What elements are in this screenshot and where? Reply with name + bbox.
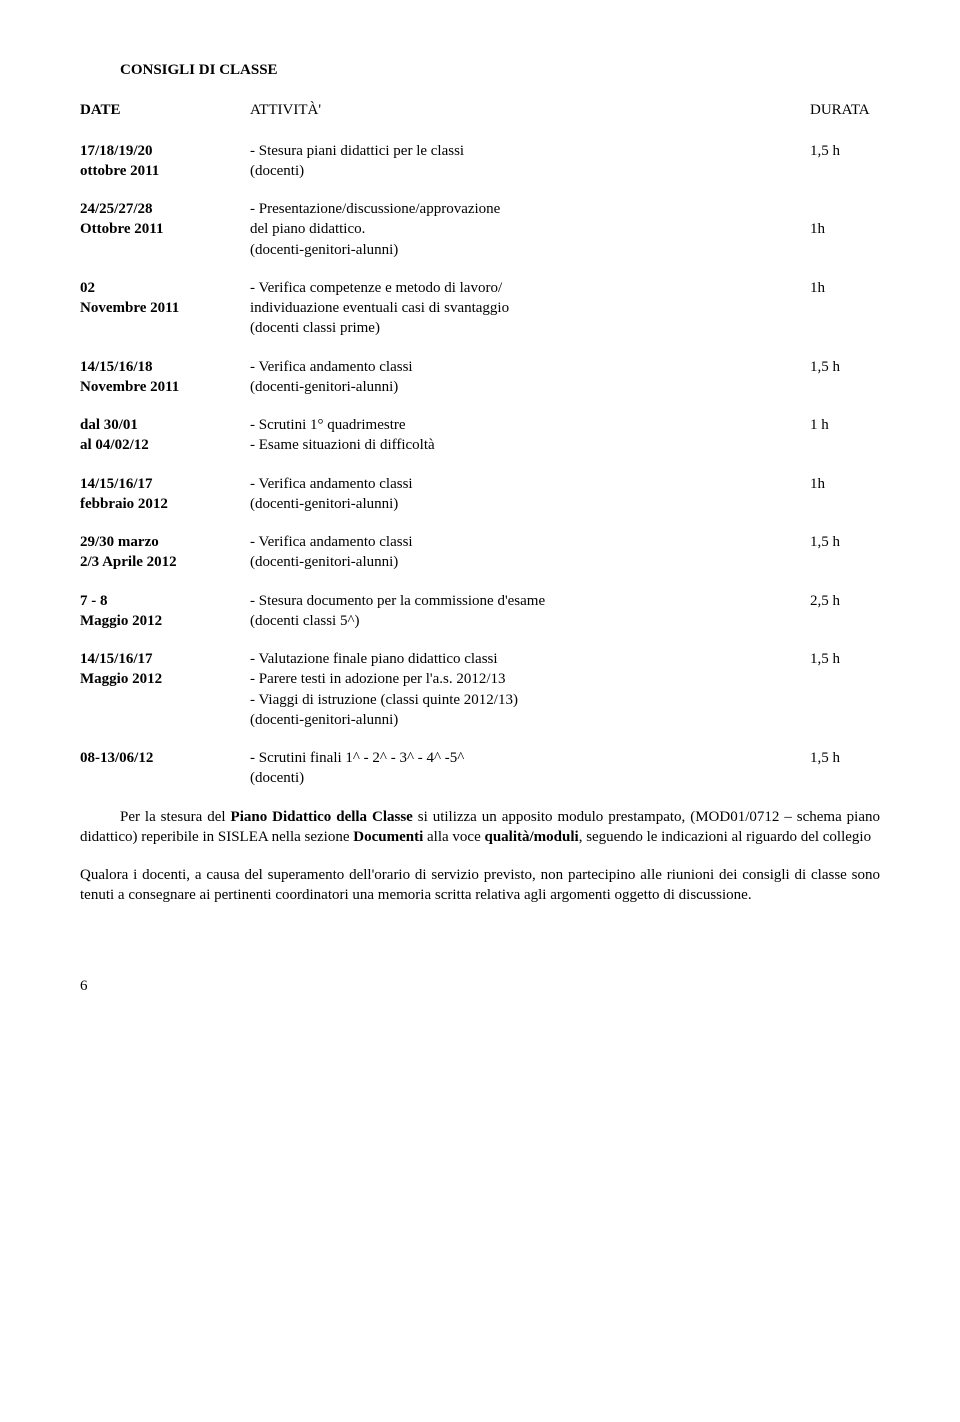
- table-row: 14/15/16/17 Maggio 2012 - Valutazione fi…: [80, 649, 880, 730]
- table-row: dal 30/01 al 04/02/12 - Scrutini 1° quad…: [80, 415, 880, 456]
- page-number: 6: [80, 976, 880, 996]
- activity-line: - Parere testi in adozione per l'a.s. 20…: [250, 669, 790, 689]
- activity-line: (docenti-genitori-alunni): [250, 710, 790, 730]
- date-line: 14/15/16/17: [80, 649, 250, 669]
- date-line: 2/3 Aprile 2012: [80, 552, 250, 572]
- activity-line: - Valutazione finale piano didattico cla…: [250, 649, 790, 669]
- table-row: 29/30 marzo 2/3 Aprile 2012 - Verifica a…: [80, 532, 880, 573]
- duration-line: 1h: [810, 278, 880, 298]
- page-title: CONSIGLI DI CLASSE: [120, 60, 880, 80]
- p1-post: , seguendo le indicazioni al riguardo de…: [579, 829, 871, 845]
- activity-line: - Verifica andamento classi: [250, 357, 790, 377]
- date-line: 29/30 marzo: [80, 532, 250, 552]
- date-line: Maggio 2012: [80, 669, 250, 689]
- activity-line: (docenti): [250, 768, 790, 788]
- paragraph-1: Per la stesura del Piano Didattico della…: [80, 807, 880, 848]
- p1-b3: qualità/moduli: [484, 829, 578, 845]
- date-line: febbraio 2012: [80, 494, 250, 514]
- table-row: 08-13/06/12 - Scrutini finali 1^ - 2^ - …: [80, 748, 880, 789]
- activity-line: - Verifica andamento classi: [250, 532, 790, 552]
- duration-line: [810, 199, 880, 219]
- table-header: DATE ATTIVITÀ' DURATA: [80, 100, 880, 120]
- date-line: 08-13/06/12: [80, 748, 250, 768]
- date-line: 24/25/27/28: [80, 199, 250, 219]
- p1-b1: Piano Didattico della Classe: [231, 809, 413, 825]
- activity-line: - Presentazione/discussione/approvazione: [250, 199, 790, 219]
- duration-line: 1,5 h: [810, 748, 880, 768]
- table-row: 7 - 8 Maggio 2012 - Stesura documento pe…: [80, 591, 880, 632]
- table-row: 17/18/19/20 ottobre 2011 - Stesura piani…: [80, 141, 880, 182]
- activity-line: (docenti-genitori-alunni): [250, 377, 790, 397]
- date-line: Maggio 2012: [80, 611, 250, 631]
- date-line: 7 - 8: [80, 591, 250, 611]
- date-line: 17/18/19/20: [80, 141, 250, 161]
- table-row: 24/25/27/28 Ottobre 2011 - Presentazione…: [80, 199, 880, 260]
- table-row: 02 Novembre 2011 - Verifica competenze e…: [80, 278, 880, 339]
- duration-line: 2,5 h: [810, 591, 880, 611]
- activity-line: - Esame situazioni di difficoltà: [250, 435, 790, 455]
- header-activity: ATTIVITÀ': [250, 100, 810, 120]
- table-row: 14/15/16/18 Novembre 2011 - Verifica and…: [80, 357, 880, 398]
- activity-line: (docenti): [250, 161, 790, 181]
- date-line: Ottobre 2011: [80, 219, 250, 239]
- activity-line: - Verifica competenze e metodo di lavoro…: [250, 278, 790, 298]
- activity-line: (docenti classi prime): [250, 318, 790, 338]
- duration-line: 1,5 h: [810, 532, 880, 552]
- duration-line: 1h: [810, 474, 880, 494]
- header-duration: DURATA: [810, 100, 880, 120]
- activity-line: (docenti-genitori-alunni): [250, 494, 790, 514]
- date-line: dal 30/01: [80, 415, 250, 435]
- date-line: ottobre 2011: [80, 161, 250, 181]
- p1-pre: Per la stesura del: [120, 809, 231, 825]
- activity-line: - Scrutini finali 1^ - 2^ - 3^ - 4^ -5^: [250, 748, 790, 768]
- activity-line: - Stesura piani didattici per le classi: [250, 141, 790, 161]
- date-line: Novembre 2011: [80, 377, 250, 397]
- duration-line: 1,5 h: [810, 141, 880, 161]
- table-row: 14/15/16/17 febbraio 2012 - Verifica and…: [80, 474, 880, 515]
- p1-mid2: alla voce: [423, 829, 484, 845]
- duration-line: 1,5 h: [810, 357, 880, 377]
- date-line: al 04/02/12: [80, 435, 250, 455]
- date-line: 14/15/16/17: [80, 474, 250, 494]
- duration-line: 1,5 h: [810, 649, 880, 669]
- paragraph-2: Qualora i docenti, a causa del superamen…: [80, 865, 880, 906]
- p1-b2: Documenti: [353, 829, 423, 845]
- duration-line: 1h: [810, 219, 880, 239]
- activity-line: (docenti classi 5^): [250, 611, 790, 631]
- date-line: 02: [80, 278, 250, 298]
- activity-line: del piano didattico.: [250, 219, 790, 239]
- activity-line: (docenti-genitori-alunni): [250, 240, 790, 260]
- header-date: DATE: [80, 100, 250, 120]
- activity-line: (docenti-genitori-alunni): [250, 552, 790, 572]
- activity-line: individuazione eventuali casi di svantag…: [250, 298, 790, 318]
- activity-line: - Stesura documento per la commissione d…: [250, 591, 790, 611]
- date-line: Novembre 2011: [80, 298, 250, 318]
- date-line: 14/15/16/18: [80, 357, 250, 377]
- activity-line: - Verifica andamento classi: [250, 474, 790, 494]
- activity-line: - Viaggi di istruzione (classi quinte 20…: [250, 690, 790, 710]
- activity-line: - Scrutini 1° quadrimestre: [250, 415, 790, 435]
- duration-line: 1 h: [810, 415, 880, 435]
